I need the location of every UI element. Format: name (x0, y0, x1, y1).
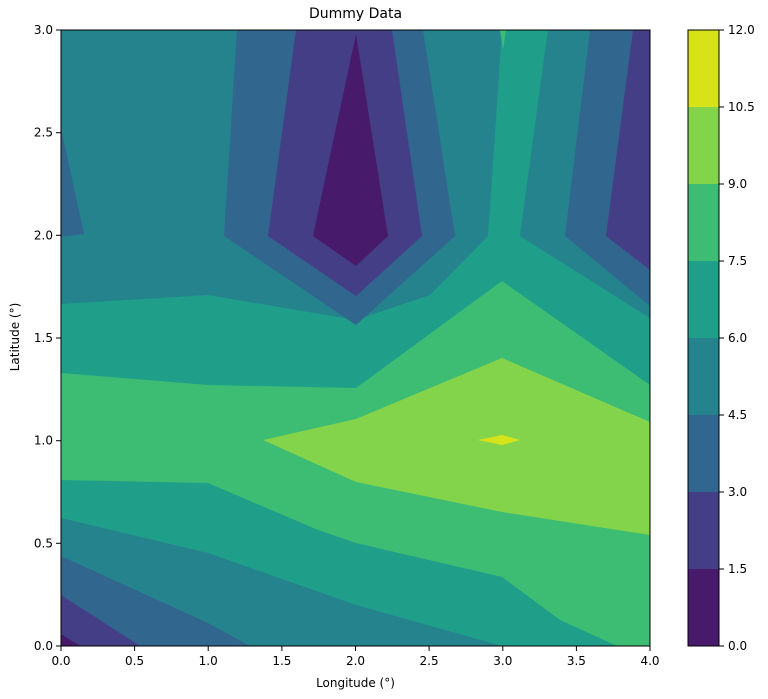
svg-text:1.5: 1.5 (272, 654, 291, 668)
svg-text:0.0: 0.0 (728, 639, 747, 653)
svg-text:4.5: 4.5 (728, 408, 747, 422)
svg-text:3.0: 3.0 (34, 23, 53, 37)
band-3.0-4.5-left (61, 128, 84, 237)
svg-text:2.0: 2.0 (346, 654, 365, 668)
svg-text:9.0: 9.0 (728, 177, 747, 191)
svg-text:1.0: 1.0 (34, 434, 53, 448)
y-axis: 0.0 0.5 1.0 1.5 2.0 2.5 3.0 (34, 23, 61, 653)
band-10.5-12.0 (478, 435, 520, 445)
band-9.0-10.5 (263, 358, 650, 535)
svg-text:4.0: 4.0 (640, 654, 659, 668)
svg-text:6.0: 6.0 (728, 331, 747, 345)
colorbar: 0.0 1.5 3.0 4.5 6.0 7.5 9.0 10.5 12.0 (687, 23, 755, 653)
svg-text:3.0: 3.0 (728, 485, 747, 499)
svg-text:2.0: 2.0 (34, 228, 53, 242)
svg-text:1.5: 1.5 (34, 331, 53, 345)
svg-text:2.5: 2.5 (420, 654, 439, 668)
svg-text:0.0: 0.0 (51, 654, 70, 668)
svg-text:12.0: 12.0 (728, 23, 755, 37)
band-1.5-3.0-right (606, 30, 650, 270)
chart-title: Dummy Data (308, 6, 403, 22)
band-0.0-1.5-top (313, 34, 388, 266)
contour-plot-area (60, 29, 651, 647)
band-7.5-9.0-sliver (500, 30, 506, 50)
svg-text:3.0: 3.0 (493, 654, 512, 668)
band-0.0-1.5-bottom (61, 634, 80, 646)
svg-text:3.5: 3.5 (567, 654, 586, 668)
svg-text:1.5: 1.5 (728, 562, 747, 576)
svg-text:0.5: 0.5 (34, 536, 53, 550)
x-axis: 0.0 0.5 1.0 1.5 2.0 2.5 3.0 3.5 4.0 (51, 646, 660, 668)
svg-text:1.0: 1.0 (199, 654, 218, 668)
svg-text:10.5: 10.5 (728, 100, 755, 114)
band-1.5-3.0-bottom (61, 595, 140, 646)
x-axis-label: Longitude (°) (316, 676, 395, 690)
svg-text:0.0: 0.0 (34, 639, 53, 653)
svg-text:7.5: 7.5 (728, 254, 747, 268)
svg-text:0.5: 0.5 (125, 654, 144, 668)
band-3.0-4.5-bottom (61, 556, 250, 646)
svg-text:2.5: 2.5 (34, 126, 53, 140)
y-axis-label: Latitude (°) (8, 302, 22, 372)
